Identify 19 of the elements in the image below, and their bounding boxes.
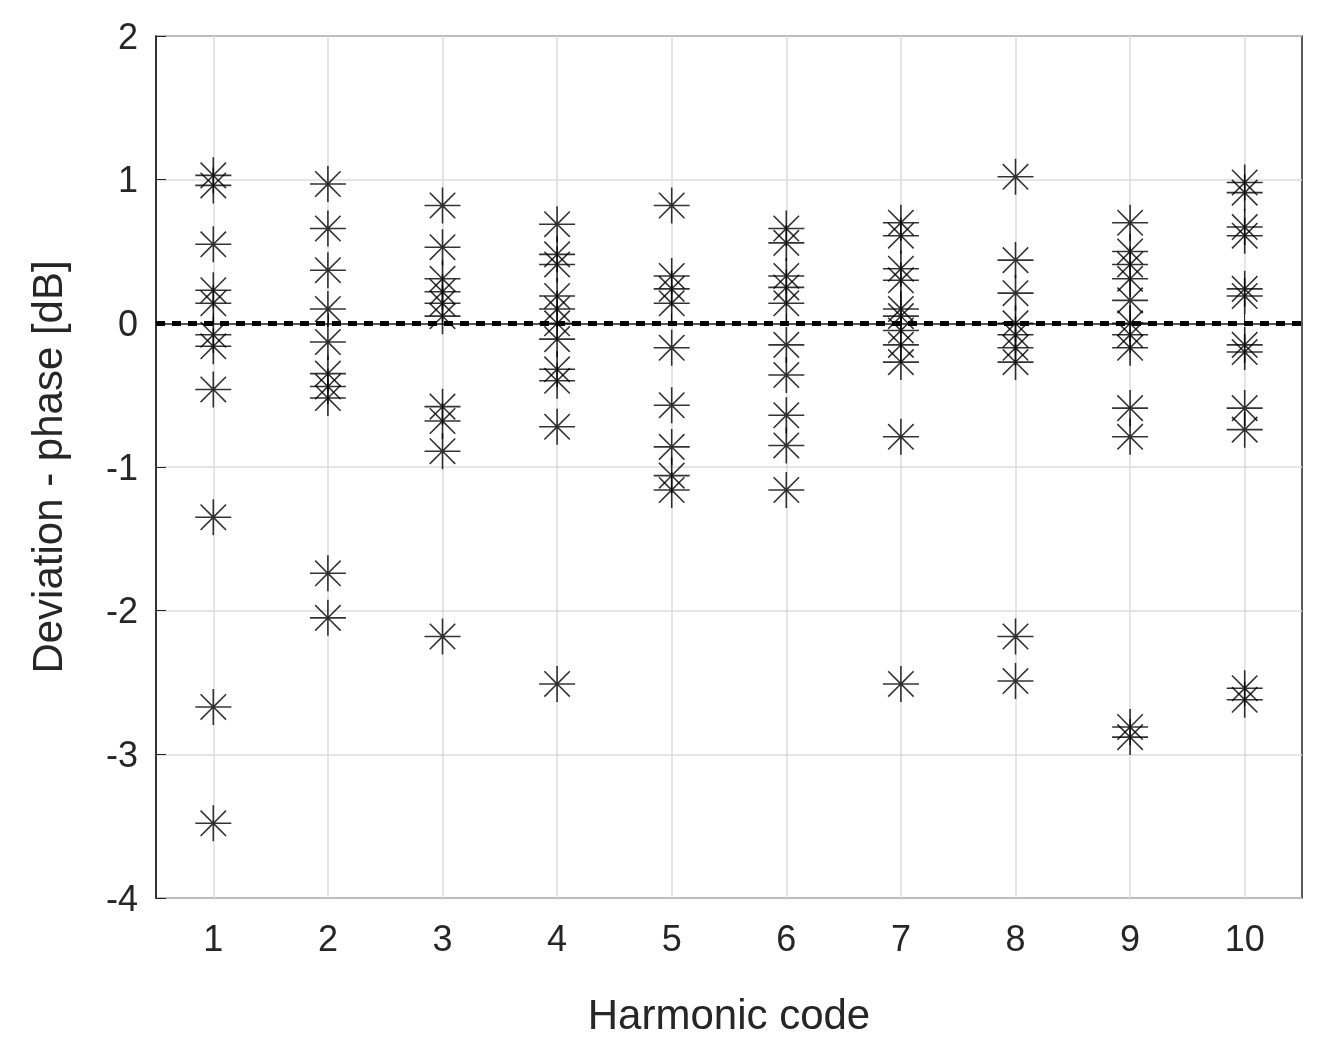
x-tick-label: 10 [1224,917,1265,959]
y-tick-label: -3 [105,733,138,775]
y-axis-title: Deviation - phase [dB] [23,260,71,674]
y-tick-label: 0 [117,302,138,344]
x-tick-label: 8 [1005,917,1026,959]
y-tick-label: -1 [105,446,138,488]
x-axis-title: Harmonic code [587,990,871,1038]
x-tick-label: 9 [1120,917,1141,959]
y-tick-label: -2 [105,590,138,632]
x-tick-label: 7 [890,917,911,959]
x-tick-label: 3 [432,917,453,959]
y-tick-label: -4 [105,877,138,919]
x-tick-label: 4 [547,917,568,959]
y-tick-label: 2 [117,15,138,57]
x-tick-label: 5 [661,917,682,959]
x-tick-label: 2 [317,917,338,959]
x-tick-label: 1 [203,917,224,959]
y-tick-label: 1 [117,159,138,201]
x-tick-label: 6 [776,917,797,959]
